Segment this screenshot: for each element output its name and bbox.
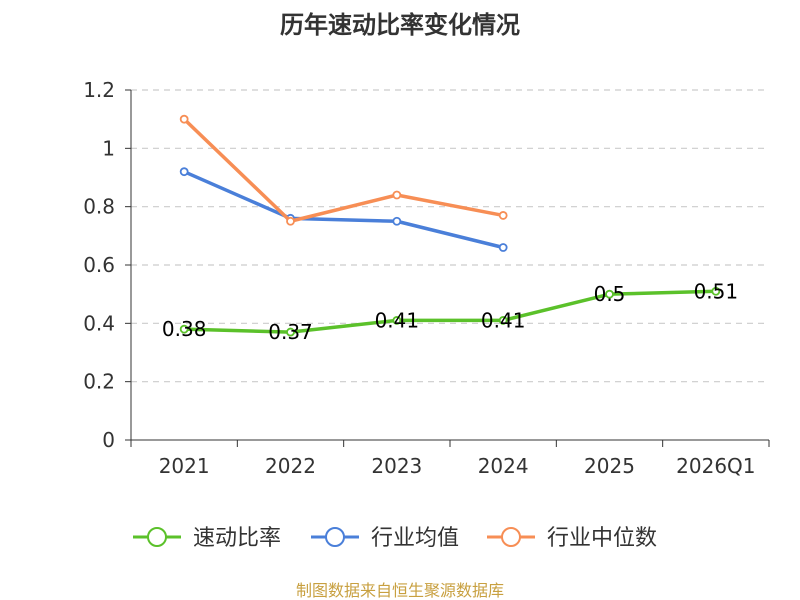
y-tick-label: 0.8 — [83, 195, 115, 219]
series-line — [184, 289, 716, 334]
series-3 — [179, 114, 508, 226]
series-2 — [179, 167, 508, 252]
data-label: 0.41 — [375, 308, 420, 332]
series-1 — [179, 286, 721, 337]
data-label: 0.37 — [268, 320, 313, 344]
data-point — [605, 289, 614, 299]
data-labels: 0.38 0.37 0.41 0.41 0.5 0.51 — [162, 279, 738, 344]
series-line — [183, 170, 504, 250]
data-label: 0.51 — [694, 279, 739, 303]
legend-label: 行业均值 — [371, 526, 459, 551]
legend-swatch-marker — [147, 527, 167, 547]
data-point — [179, 324, 189, 334]
axes: 0 0.2 0.4 0.6 0.8 1 1.2 2021 2022 2023 2024 2025 202… — [83, 78, 770, 478]
y-tick-label: 1.2 — [83, 78, 115, 102]
y-tick-label: 0.2 — [83, 370, 115, 394]
data-label: 0.5 — [594, 282, 626, 306]
data-label: 0.38 — [162, 317, 207, 341]
series-line — [182, 117, 504, 223]
data-point — [286, 327, 295, 337]
legend: 速动比率 行业均值 行业中位数 — [133, 526, 657, 551]
source-note: 制图数据来自恒生聚源数据库 — [296, 581, 504, 600]
legend-item: 速动比率 — [133, 526, 281, 551]
legend-label: 速动比率 — [193, 526, 281, 551]
data-point — [711, 286, 721, 296]
data-point — [286, 216, 295, 226]
x-tick-label: 2026Q1 — [676, 454, 755, 478]
legend-item: 行业均值 — [311, 526, 459, 551]
series-lines — [179, 114, 721, 337]
data-point — [498, 316, 508, 325]
y-tick-label: 0 — [102, 428, 115, 452]
x-tick-label: 2024 — [478, 454, 529, 478]
chart-title: 历年速动比率变化情况 — [280, 11, 520, 39]
data-point — [498, 243, 508, 252]
data-point — [179, 114, 189, 124]
y-tick-label: 0.4 — [83, 311, 115, 335]
x-tick-label: 2021 — [159, 454, 210, 478]
legend-swatch-marker — [501, 527, 521, 547]
x-tick-label: 2023 — [371, 454, 422, 478]
x-tick-label: 2025 — [584, 454, 635, 478]
data-point — [392, 316, 402, 325]
legend-item: 行业中位数 — [487, 526, 657, 551]
x-tick-label: 2022 — [265, 454, 316, 478]
legend-swatch-marker — [325, 527, 345, 547]
data-point — [392, 216, 402, 226]
data-point — [179, 167, 189, 177]
data-label: 0.41 — [481, 308, 526, 332]
y-tick-label: 0.6 — [83, 253, 115, 277]
legend-label: 行业中位数 — [547, 526, 657, 551]
data-point — [392, 190, 402, 200]
data-point — [498, 211, 508, 220]
y-tick-label: 1 — [102, 136, 115, 160]
